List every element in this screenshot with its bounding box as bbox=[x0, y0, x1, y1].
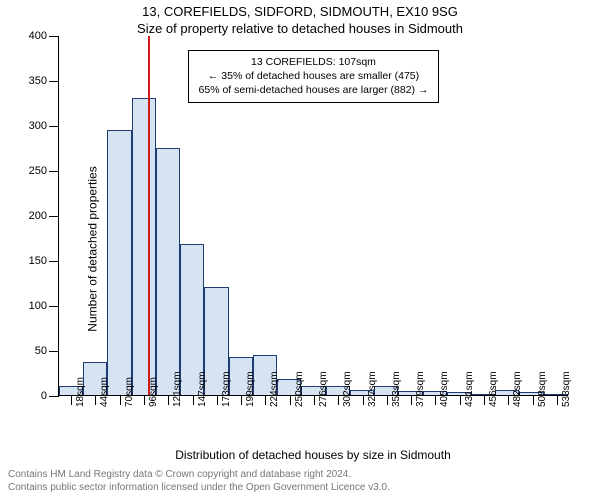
y-tick bbox=[49, 36, 59, 37]
x-tick-label: 224sqm bbox=[269, 371, 280, 407]
annotation-line-1: 13 COREFIELDS: 107sqm bbox=[199, 55, 429, 69]
x-tick-label: 302sqm bbox=[342, 371, 353, 407]
x-tick-label: 250sqm bbox=[294, 371, 305, 407]
bar bbox=[156, 148, 180, 396]
x-tick-label: 431sqm bbox=[464, 371, 475, 407]
bar bbox=[132, 98, 156, 395]
chart-titles: 13, COREFIELDS, SIDFORD, SIDMOUTH, EX10 … bbox=[0, 4, 600, 36]
x-tick-label: 96sqm bbox=[148, 377, 159, 407]
y-tick-label: 300 bbox=[29, 120, 47, 132]
y-tick-label: 100 bbox=[29, 300, 47, 312]
annotation-line-2: ← 35% of detached houses are smaller (47… bbox=[199, 69, 429, 83]
property-marker-line bbox=[148, 36, 150, 395]
y-tick bbox=[49, 216, 59, 217]
y-tick-label: 200 bbox=[29, 210, 47, 222]
y-tick-label: 0 bbox=[41, 390, 47, 402]
x-tick bbox=[168, 395, 169, 405]
x-tick bbox=[557, 395, 558, 405]
x-tick bbox=[241, 395, 242, 405]
x-tick bbox=[338, 395, 339, 405]
x-tick-label: 147sqm bbox=[197, 371, 208, 407]
x-tick bbox=[508, 395, 509, 405]
x-tick bbox=[314, 395, 315, 405]
x-tick-label: 379sqm bbox=[415, 371, 426, 407]
footer-line-1: Contains HM Land Registry data © Crown c… bbox=[8, 468, 592, 481]
bar bbox=[107, 130, 131, 396]
y-tick-label: 400 bbox=[29, 30, 47, 42]
x-tick-label: 70sqm bbox=[124, 377, 135, 407]
x-tick bbox=[533, 395, 534, 405]
y-tick bbox=[49, 126, 59, 127]
annotation-box: 13 COREFIELDS: 107sqm ← 35% of detached … bbox=[188, 50, 440, 103]
x-tick-label: 482sqm bbox=[512, 371, 523, 407]
title-line-2: Size of property relative to detached ho… bbox=[0, 21, 600, 36]
y-tick bbox=[49, 306, 59, 307]
x-tick bbox=[290, 395, 291, 405]
title-line-1: 13, COREFIELDS, SIDFORD, SIDMOUTH, EX10 … bbox=[0, 4, 600, 19]
x-tick bbox=[387, 395, 388, 405]
footer-line-2: Contains public sector information licen… bbox=[8, 481, 592, 494]
x-tick bbox=[193, 395, 194, 405]
y-tick bbox=[49, 81, 59, 82]
y-tick bbox=[49, 171, 59, 172]
chart-area: Number of detached properties 13 COREFIE… bbox=[58, 36, 568, 462]
y-tick-label: 350 bbox=[29, 75, 47, 87]
x-tick-label: 18sqm bbox=[75, 377, 86, 407]
x-tick bbox=[144, 395, 145, 405]
plot-region: 13 COREFIELDS: 107sqm ← 35% of detached … bbox=[58, 36, 568, 396]
x-tick bbox=[120, 395, 121, 405]
x-tick bbox=[265, 395, 266, 405]
x-tick-label: 44sqm bbox=[99, 377, 110, 407]
x-tick-label: 199sqm bbox=[245, 371, 256, 407]
x-tick-label: 456sqm bbox=[488, 371, 499, 407]
x-tick bbox=[484, 395, 485, 405]
x-tick-label: 533sqm bbox=[561, 371, 572, 407]
y-tick bbox=[49, 261, 59, 262]
x-tick-label: 405sqm bbox=[439, 371, 450, 407]
y-tick bbox=[49, 396, 59, 397]
x-tick-label: 121sqm bbox=[172, 371, 183, 407]
x-tick bbox=[95, 395, 96, 405]
x-axis-label: Distribution of detached houses by size … bbox=[58, 448, 568, 462]
x-tick-label: 353sqm bbox=[391, 371, 402, 407]
x-tick bbox=[217, 395, 218, 405]
x-tick-label: 327sqm bbox=[367, 371, 378, 407]
annotation-line-3: 65% of semi-detached houses are larger (… bbox=[199, 83, 429, 97]
y-tick bbox=[49, 351, 59, 352]
x-tick bbox=[411, 395, 412, 405]
y-tick-label: 250 bbox=[29, 165, 47, 177]
footer: Contains HM Land Registry data © Crown c… bbox=[8, 468, 592, 494]
x-tick-label: 508sqm bbox=[537, 371, 548, 407]
y-tick-label: 150 bbox=[29, 255, 47, 267]
x-tick-label: 173sqm bbox=[221, 371, 232, 407]
y-tick-label: 50 bbox=[35, 345, 47, 357]
x-tick bbox=[460, 395, 461, 405]
x-tick bbox=[363, 395, 364, 405]
x-tick bbox=[435, 395, 436, 405]
x-tick bbox=[71, 395, 72, 405]
x-tick-label: 276sqm bbox=[318, 371, 329, 407]
